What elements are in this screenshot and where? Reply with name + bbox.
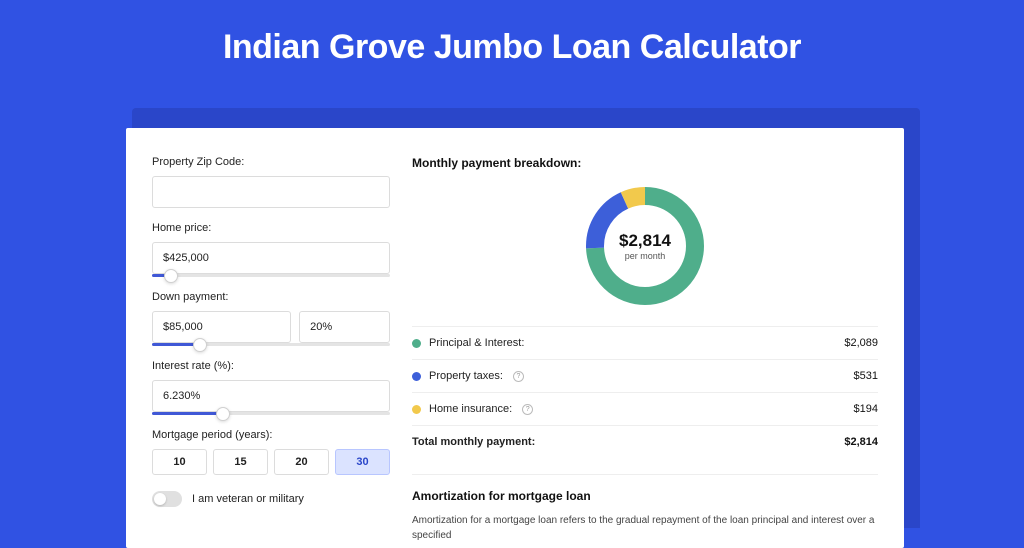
donut-sub: per month (625, 251, 666, 261)
slider-fill (152, 412, 223, 415)
home-price-slider[interactable] (152, 274, 390, 277)
period-label: Mortgage period (years): (152, 429, 390, 441)
slider-thumb[interactable] (216, 407, 230, 421)
page-title: Indian Grove Jumbo Loan Calculator (0, 0, 1024, 87)
inputs-column: Property Zip Code: Home price: Down paym… (152, 156, 390, 528)
down-payment-field: Down payment: (152, 291, 390, 346)
amortization-title: Amortization for mortgage loan (412, 489, 878, 503)
home-price-input[interactable] (152, 242, 390, 274)
toggle-knob (154, 493, 166, 505)
donut-chart: $2,814 per month (583, 184, 707, 308)
zip-input[interactable] (152, 176, 390, 208)
legend-dot (412, 339, 421, 348)
legend-label: Home insurance: (429, 403, 512, 415)
veteran-toggle-row: I am veteran or military (152, 491, 390, 507)
veteran-toggle[interactable] (152, 491, 182, 507)
total-value: $2,814 (844, 436, 878, 448)
slider-thumb[interactable] (164, 269, 178, 283)
donut-chart-wrap: $2,814 per month (412, 184, 878, 308)
legend-list: Principal & Interest: $2,089 Property taxe… (412, 326, 878, 425)
total-label: Total monthly payment: (412, 436, 535, 448)
period-options: 10152030 (152, 449, 390, 475)
legend-dot (412, 405, 421, 414)
calculator-card: Property Zip Code: Home price: Down paym… (126, 128, 904, 548)
breakdown-column: Monthly payment breakdown: $2,814 per mo… (412, 156, 878, 528)
down-payment-label: Down payment: (152, 291, 390, 303)
down-payment-amount-input[interactable] (152, 311, 291, 343)
slider-thumb[interactable] (193, 338, 207, 352)
zip-field: Property Zip Code: (152, 156, 390, 208)
veteran-label: I am veteran or military (192, 493, 304, 505)
period-field: Mortgage period (years): 10152030 (152, 429, 390, 475)
donut-center: $2,814 per month (583, 184, 707, 308)
breakdown-title: Monthly payment breakdown: (412, 156, 878, 170)
home-price-label: Home price: (152, 222, 390, 234)
period-option-10[interactable]: 10 (152, 449, 207, 475)
down-payment-percent-input[interactable] (299, 311, 390, 343)
legend-value: $531 (854, 370, 878, 382)
amortization-section: Amortization for mortgage loan Amortizat… (412, 474, 878, 543)
interest-input[interactable] (152, 380, 390, 412)
legend-row: Principal & Interest: $2,089 (412, 326, 878, 359)
legend-label: Principal & Interest: (429, 337, 524, 349)
period-option-30[interactable]: 30 (335, 449, 390, 475)
legend-value: $194 (854, 403, 878, 415)
total-row: Total monthly payment: $2,814 (412, 425, 878, 458)
home-price-field: Home price: (152, 222, 390, 277)
legend-row: Home insurance:? $194 (412, 392, 878, 425)
interest-slider[interactable] (152, 412, 390, 415)
info-icon[interactable]: ? (522, 404, 533, 415)
donut-amount: $2,814 (619, 231, 671, 251)
legend-row: Property taxes:? $531 (412, 359, 878, 392)
legend-dot (412, 372, 421, 381)
legend-label: Property taxes: (429, 370, 503, 382)
interest-field: Interest rate (%): (152, 360, 390, 415)
interest-label: Interest rate (%): (152, 360, 390, 372)
period-option-15[interactable]: 15 (213, 449, 268, 475)
legend-value: $2,089 (844, 337, 878, 349)
period-option-20[interactable]: 20 (274, 449, 329, 475)
zip-label: Property Zip Code: (152, 156, 390, 168)
down-payment-slider[interactable] (152, 343, 390, 346)
amortization-text: Amortization for a mortgage loan refers … (412, 513, 878, 543)
info-icon[interactable]: ? (513, 371, 524, 382)
